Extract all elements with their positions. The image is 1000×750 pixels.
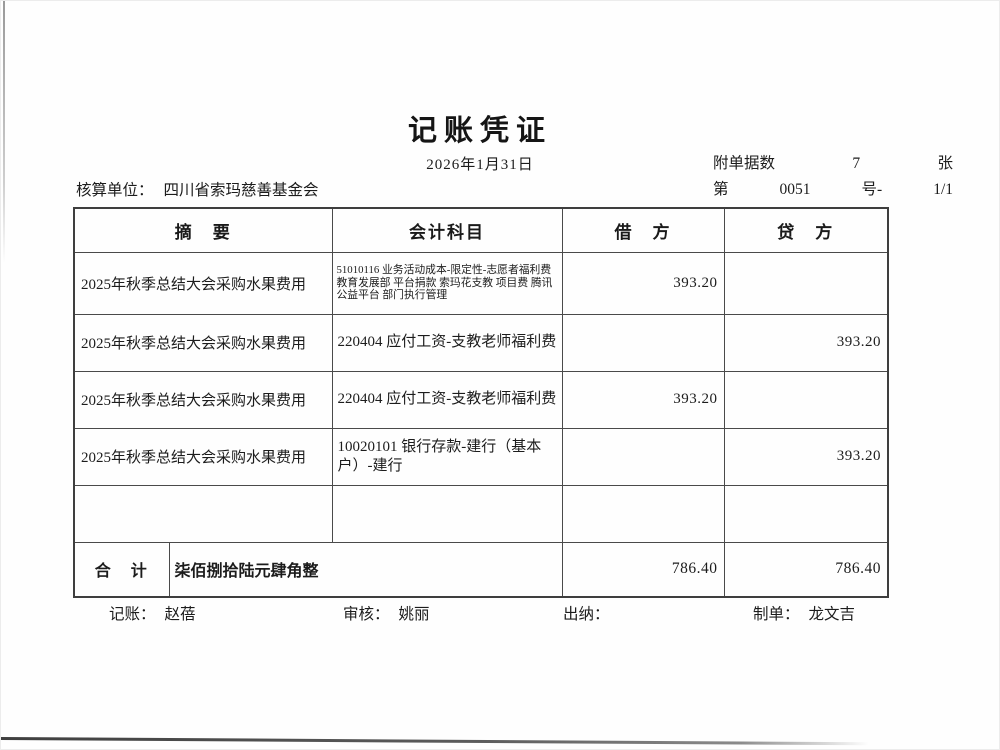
row-debit: 393.20	[561, 251, 725, 315]
accounting-unit-value: 四川省索玛慈善基金会	[163, 182, 319, 199]
scan-edge-artifact-left	[3, 1, 5, 263]
scan-edge-artifact-bottom	[1, 737, 869, 746]
cashier-signature: 出纳：	[563, 602, 619, 624]
preparer-label: 制单：	[753, 606, 800, 623]
reviewer-signature: 审核： 姚丽	[343, 602, 430, 624]
row-debit	[561, 313, 725, 372]
row-account: 220404 应付工资-支教老师福利费	[331, 313, 563, 372]
bookkeeper-name: 赵蓓	[164, 606, 196, 623]
reviewer-label: 审核：	[343, 606, 390, 623]
preparer-name: 龙文吉	[808, 606, 856, 623]
row-account: 51010116 业务活动成本-限定性-志愿者福利费 教育发展部 平台捐款 索玛…	[331, 251, 563, 315]
signature-line: 记账： 赵蓓 审核： 姚丽 出纳： 制单： 龙文吉	[1, 602, 999, 626]
header-credit: 贷 方	[723, 207, 889, 253]
header-debit: 借 方	[561, 207, 725, 253]
voucher-title: 记账凭证	[407, 115, 552, 147]
attachment-unit: 张	[937, 155, 953, 172]
table-row: 2025年秋季总结大会采购水果费用 220404 应付工资-支教老师福利费 39…	[73, 313, 889, 372]
total-debit: 786.40	[561, 541, 725, 598]
voucher-number-row: 第 0051 号- 1/1	[713, 177, 953, 203]
row-credit: 393.20	[723, 313, 889, 372]
row-credit: 393.20	[723, 427, 889, 486]
row-debit: 393.20	[561, 370, 725, 429]
bookkeeper-signature: 记账： 赵蓓	[109, 602, 196, 624]
accounting-unit-line: 核算单位： 四川省索玛慈善基金会	[76, 178, 319, 200]
header-summary: 摘 要	[73, 207, 333, 253]
attachment-count-row: 附单据数 7 张	[713, 151, 953, 177]
table-row: 2025年秋季总结大会采购水果费用 51010116 业务活动成本-限定性-志愿…	[73, 251, 889, 315]
voucher-number-value: 0051	[779, 181, 811, 198]
total-label: 合 计	[73, 541, 170, 598]
table-header-row: 摘 要 会计科目 借 方 贷 方	[73, 207, 889, 253]
attachment-count: 7	[852, 155, 861, 172]
row-account	[331, 484, 563, 543]
bookkeeper-label: 记账：	[109, 606, 156, 623]
table-row: 2025年秋季总结大会采购水果费用 220404 应付工资-支教老师福利费 39…	[73, 370, 889, 429]
total-amount-in-words: 柒佰捌拾陆元肆角整	[168, 541, 563, 598]
row-account: 10020101 银行存款-建行（基本户）-建行	[331, 427, 563, 486]
row-summary: 2025年秋季总结大会采购水果费用	[73, 313, 333, 372]
voucher-table: 摘 要 会计科目 借 方 贷 方 2025年秋季总结大会采购水果费用 51010…	[73, 207, 889, 598]
row-debit	[561, 427, 725, 486]
voucher-number-suffix: 号-	[861, 181, 883, 198]
voucher-page-number: 1/1	[933, 181, 953, 198]
row-credit	[723, 370, 889, 429]
cashier-label: 出纳：	[563, 606, 610, 623]
voucher-date: 2026年1月31日	[426, 157, 534, 173]
voucher-ref-block: 附单据数 7 张 第 0051 号- 1/1	[713, 151, 963, 203]
row-credit	[723, 484, 889, 543]
table-row: 2025年秋季总结大会采购水果费用 10020101 银行存款-建行（基本户）-…	[73, 427, 889, 486]
table-row-empty	[73, 484, 889, 543]
row-summary: 2025年秋季总结大会采购水果费用	[73, 427, 333, 486]
total-credit: 786.40	[723, 541, 889, 598]
table-total-row: 合 计 柒佰捌拾陆元肆角整 786.40 786.40	[73, 541, 889, 598]
row-summary	[73, 484, 333, 543]
row-summary: 2025年秋季总结大会采购水果费用	[73, 370, 333, 429]
row-credit	[723, 251, 889, 315]
row-debit	[561, 484, 725, 543]
voucher-number-prefix: 第	[713, 181, 729, 198]
reviewer-name: 姚丽	[398, 606, 430, 623]
row-summary: 2025年秋季总结大会采购水果费用	[73, 251, 333, 315]
row-account: 220404 应付工资-支教老师福利费	[331, 370, 563, 429]
attachment-label: 附单据数	[713, 155, 776, 172]
preparer-signature: 制单： 龙文吉	[753, 602, 855, 624]
header-account: 会计科目	[331, 207, 563, 253]
accounting-unit-label: 核算单位：	[76, 182, 154, 199]
